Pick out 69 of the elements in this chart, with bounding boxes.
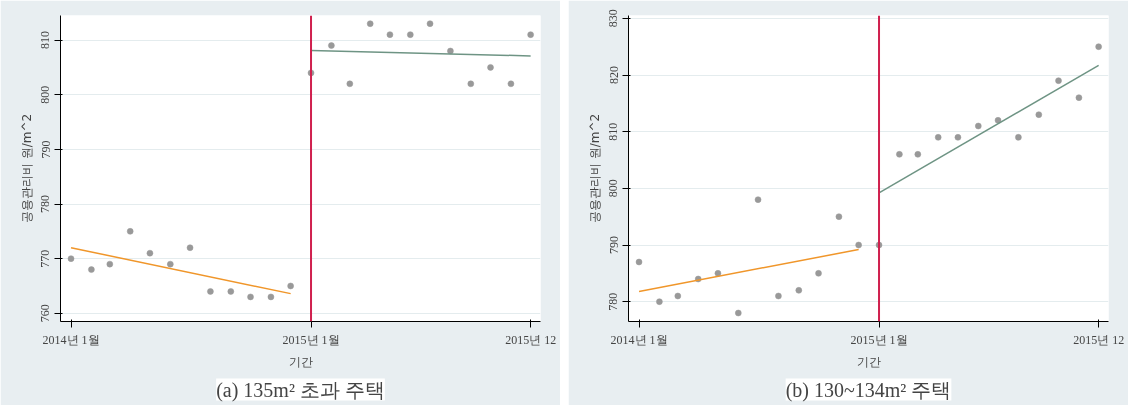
point [896,151,903,158]
y-tick-label: 790 [606,236,621,254]
point [795,287,803,294]
point [934,134,942,141]
point [975,122,982,130]
point [366,20,374,27]
x-tick-label: 2014년 1월 [42,332,100,347]
point [346,80,354,88]
point [714,270,722,277]
text: (a) 135m² 초과 주택 [216,378,385,402]
point [855,241,862,249]
point [507,80,515,88]
x-tick-label: 2015년 1월 [850,332,908,347]
x-tick-label: 2014년 1월 [610,332,668,347]
y-tick-label: 800 [606,179,621,198]
point [954,134,962,141]
y-tick-label: 760 [38,304,53,323]
point [186,244,194,251]
point [815,270,822,277]
y-tick-label: 790 [38,140,53,159]
y-tick-label: 780 [38,195,53,214]
point [126,228,134,235]
point [426,20,434,27]
point [67,255,75,262]
point [994,117,1002,124]
point [754,196,762,203]
point [1095,43,1102,50]
point [207,288,214,295]
y-tick-label: 810 [38,31,53,50]
point [914,151,922,158]
y-tick-label: 830 [606,9,621,28]
x-tick-label: 2015년 12 [1073,332,1125,347]
point [227,288,235,295]
y-tick-label: 780 [606,292,621,311]
point [167,260,174,268]
point [267,293,275,301]
point [467,80,475,88]
point [487,64,494,71]
point [106,260,114,268]
y-tick-label: 770 [38,249,53,268]
point [88,266,95,273]
x-tick-label: 2015년 12 [505,332,557,347]
x-tick-label: 2015년 1월 [282,332,340,347]
point [1075,94,1083,101]
y-tick-label: 820 [606,66,621,84]
y-axis-title: 공용관리비 원/m^2 [587,113,602,224]
text: (b) 130~134m² 주택 [785,378,952,402]
point [146,249,154,257]
point [527,31,534,38]
point [674,292,682,300]
point [328,42,335,49]
point [287,282,294,290]
y-axis-title: 공용관리비 원/m^2 [19,113,34,224]
point [247,293,254,301]
y-tick-label: 800 [38,85,53,104]
point [835,213,843,220]
point [656,298,663,305]
point [775,292,782,300]
point [1015,134,1022,141]
x-axis-title: 기간 [288,354,313,369]
point [386,31,394,38]
point [407,31,414,38]
point [735,309,742,317]
y-tick-label: 810 [606,122,621,141]
point [447,47,454,55]
point [635,258,643,266]
x-axis-title: 기간 [856,354,881,369]
point [1035,111,1043,118]
point [1055,77,1062,84]
